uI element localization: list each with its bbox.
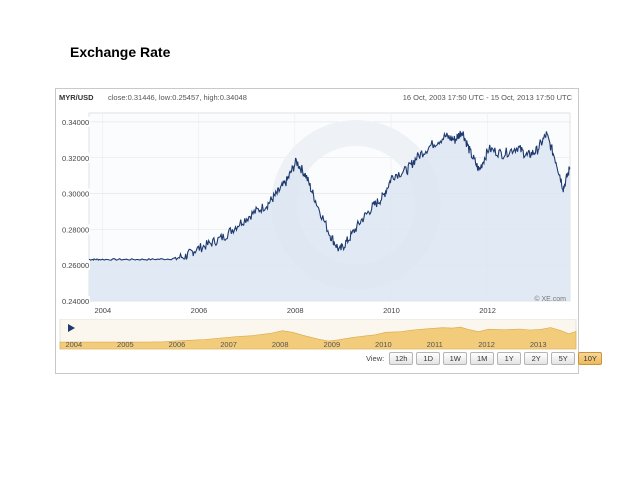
navigator-year-label: 2005 xyxy=(117,340,134,349)
play-arrow-icon[interactable] xyxy=(68,324,75,332)
y-tick-label: 0.32000 xyxy=(62,154,89,163)
x-tick-label: 2012 xyxy=(479,306,496,315)
date-range: 16 Oct, 2003 17:50 UTC - 15 Oct, 2013 17… xyxy=(402,93,572,102)
view-button-2y[interactable]: 2Y xyxy=(524,351,549,365)
navigator-year-label: 2007 xyxy=(220,340,237,349)
y-tick-label: 0.30000 xyxy=(62,190,89,199)
close-low-high-stats: close:0.31446, low:0.25457, high:0.34048 xyxy=(108,93,247,102)
y-tick-label: 0.28000 xyxy=(62,225,89,234)
view-button-5y[interactable]: 5Y xyxy=(551,351,576,365)
navigator-year-label: 2008 xyxy=(272,340,289,349)
navigator-year-label: 2011 xyxy=(427,340,443,349)
currency-pair: MYR/USD xyxy=(59,93,94,102)
view-button-1d[interactable]: 1D xyxy=(416,351,441,365)
navigator-year-label: 2004 xyxy=(65,340,82,349)
area-fill xyxy=(89,130,570,301)
chart-header: MYR/USD close:0.31446, low:0.25457, high… xyxy=(56,89,578,105)
navigator-year-label: 2013 xyxy=(530,340,547,349)
y-tick-label: 0.24000 xyxy=(62,297,89,306)
view-button-1y[interactable]: 1Y xyxy=(497,351,522,365)
navigator-year-label: 2012 xyxy=(478,340,495,349)
series-line xyxy=(88,130,571,261)
navigator-year-label: 2010 xyxy=(375,340,392,349)
view-range-bar: View: 12h 1D 1W 1M 1Y 2Y 5Y 10Y xyxy=(366,351,605,365)
navigator-area xyxy=(59,326,577,350)
view-label: View: xyxy=(366,353,385,363)
view-button-1m[interactable]: 1M xyxy=(470,351,495,365)
x-tick-label: 2006 xyxy=(191,306,208,315)
navigator-chart[interactable]: 2004 2005 2006 2007 2008 2009 2010 2011 2012 2013 xyxy=(56,319,578,351)
view-button-1w[interactable]: 1W xyxy=(443,351,468,365)
view-button-12h[interactable]: 12h xyxy=(389,351,414,365)
xe-watermark-text: © XE.com xyxy=(534,295,566,303)
main-line-chart[interactable]: 0.24000 0.26000 0.28000 0.30000 0.32000 0.340… xyxy=(56,105,578,319)
x-tick-label: 2004 xyxy=(94,306,111,315)
slide-title: Exchange Rate xyxy=(70,44,171,60)
y-tick-label: 0.34000 xyxy=(62,118,89,127)
xe-chart-widget: MYR/USD close:0.31446, low:0.25457, high… xyxy=(55,88,603,374)
view-button-10y[interactable]: 10Y xyxy=(578,351,603,365)
y-tick-label: 0.26000 xyxy=(62,261,89,270)
navigator-year-label: 2009 xyxy=(323,340,340,349)
x-tick-label: 2010 xyxy=(383,306,400,315)
navigator-year-label: 2006 xyxy=(169,340,186,349)
x-tick-label: 2008 xyxy=(287,306,304,315)
